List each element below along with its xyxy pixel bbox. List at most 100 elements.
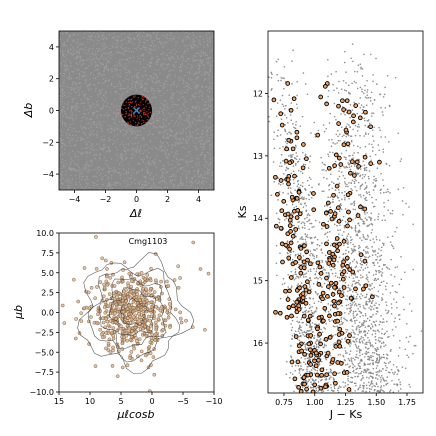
field-star-point (69, 151, 71, 153)
field-star-point (179, 142, 181, 144)
field-star-point (206, 188, 208, 190)
field-star-point (60, 139, 63, 141)
field-star-point (143, 180, 145, 182)
field-star-point (127, 172, 129, 174)
field-star-point (146, 63, 149, 66)
field-star-point (66, 108, 68, 111)
field-star-point (176, 161, 178, 163)
field-star-point (77, 86, 79, 88)
field-star-point (171, 38, 173, 40)
field-star-point (93, 122, 96, 124)
field-star-point (152, 88, 154, 90)
field-star-point (200, 153, 202, 156)
field-star-point (67, 69, 70, 72)
field-star-point (137, 38, 140, 41)
field-star-point (182, 130, 185, 132)
field-star-point (68, 153, 70, 155)
field-star-point (204, 73, 206, 75)
field-star-point (166, 37, 169, 39)
field-star-point (86, 117, 89, 120)
field-star-point (105, 64, 108, 67)
field-star-point (161, 172, 164, 174)
x-tick-label: −10 (206, 397, 223, 406)
pm-point (151, 355, 156, 359)
field-star-point (87, 87, 89, 90)
field-star-point (59, 84, 61, 86)
pm-point (152, 310, 156, 314)
field-star-point (94, 61, 97, 63)
field-star-point (89, 36, 92, 38)
field-star-point (146, 169, 148, 172)
field-star-point (101, 99, 103, 102)
field-star-point (131, 82, 133, 85)
field-star-point (93, 124, 96, 126)
pm-xlabel: μℓcosb (116, 408, 154, 421)
field-star-point (99, 154, 102, 156)
field-star-point (170, 96, 172, 98)
field-star-point (87, 97, 89, 100)
pm-point (96, 312, 100, 317)
field-star-point (178, 138, 180, 140)
field-star-point (197, 52, 200, 54)
field-star-point (198, 180, 200, 183)
field-star-point (158, 130, 160, 133)
field-star-point (171, 120, 173, 122)
field-star-point (197, 173, 199, 175)
field-star-point (129, 178, 131, 180)
field-star-point (177, 163, 180, 165)
field-star-point (168, 176, 171, 178)
field-star-point (172, 94, 174, 97)
field-star-point (211, 133, 213, 135)
field-star-point (188, 38, 190, 40)
field-star-point (142, 152, 145, 155)
field-star-point (98, 48, 100, 50)
field-star-point (127, 69, 129, 72)
field-star-point (157, 120, 160, 122)
field-star-point (187, 36, 189, 38)
field-star-point (72, 123, 74, 125)
member-point (135, 106, 137, 108)
field-star-point (161, 176, 164, 178)
field-star-point (141, 168, 143, 170)
pm-point (142, 300, 146, 305)
field-star-point (179, 168, 181, 170)
field-star-point (210, 115, 212, 118)
field-star-point (70, 44, 72, 46)
field-star-point (131, 131, 134, 133)
field-star-point (86, 162, 88, 164)
field-star-point (170, 175, 173, 178)
field-star-point (83, 95, 85, 97)
member-point (142, 98, 145, 100)
field-star-point (108, 124, 110, 127)
member-point (140, 110, 142, 112)
field-star-point (79, 82, 81, 85)
field-star-point (201, 119, 203, 121)
pm-point (139, 349, 144, 354)
field-star-point (109, 140, 111, 142)
field-star-point (106, 159, 108, 161)
field-star-point (141, 35, 144, 37)
field-star-point (131, 169, 133, 171)
field-star-point (174, 73, 176, 76)
field-star-point (190, 46, 192, 48)
field-star-point (172, 82, 174, 84)
field-star-point (178, 70, 181, 72)
pm-points (59, 235, 211, 392)
field-star-point (194, 175, 196, 178)
y-tick-label: 2 (49, 75, 54, 84)
field-star-point (72, 51, 74, 53)
field-star-point (120, 173, 123, 175)
field-star-point (183, 53, 185, 55)
field-star-point (189, 58, 191, 60)
field-star-point (62, 93, 64, 95)
field-star-point (131, 86, 134, 88)
field-star-point (104, 138, 106, 141)
pm-point (132, 305, 137, 310)
field-star-point (120, 46, 122, 49)
field-star-point (70, 111, 72, 113)
field-star-point (60, 64, 62, 66)
field-star-point (124, 150, 126, 153)
field-star-point (84, 97, 86, 99)
field-star-point (142, 183, 144, 186)
field-star-point (196, 92, 198, 94)
